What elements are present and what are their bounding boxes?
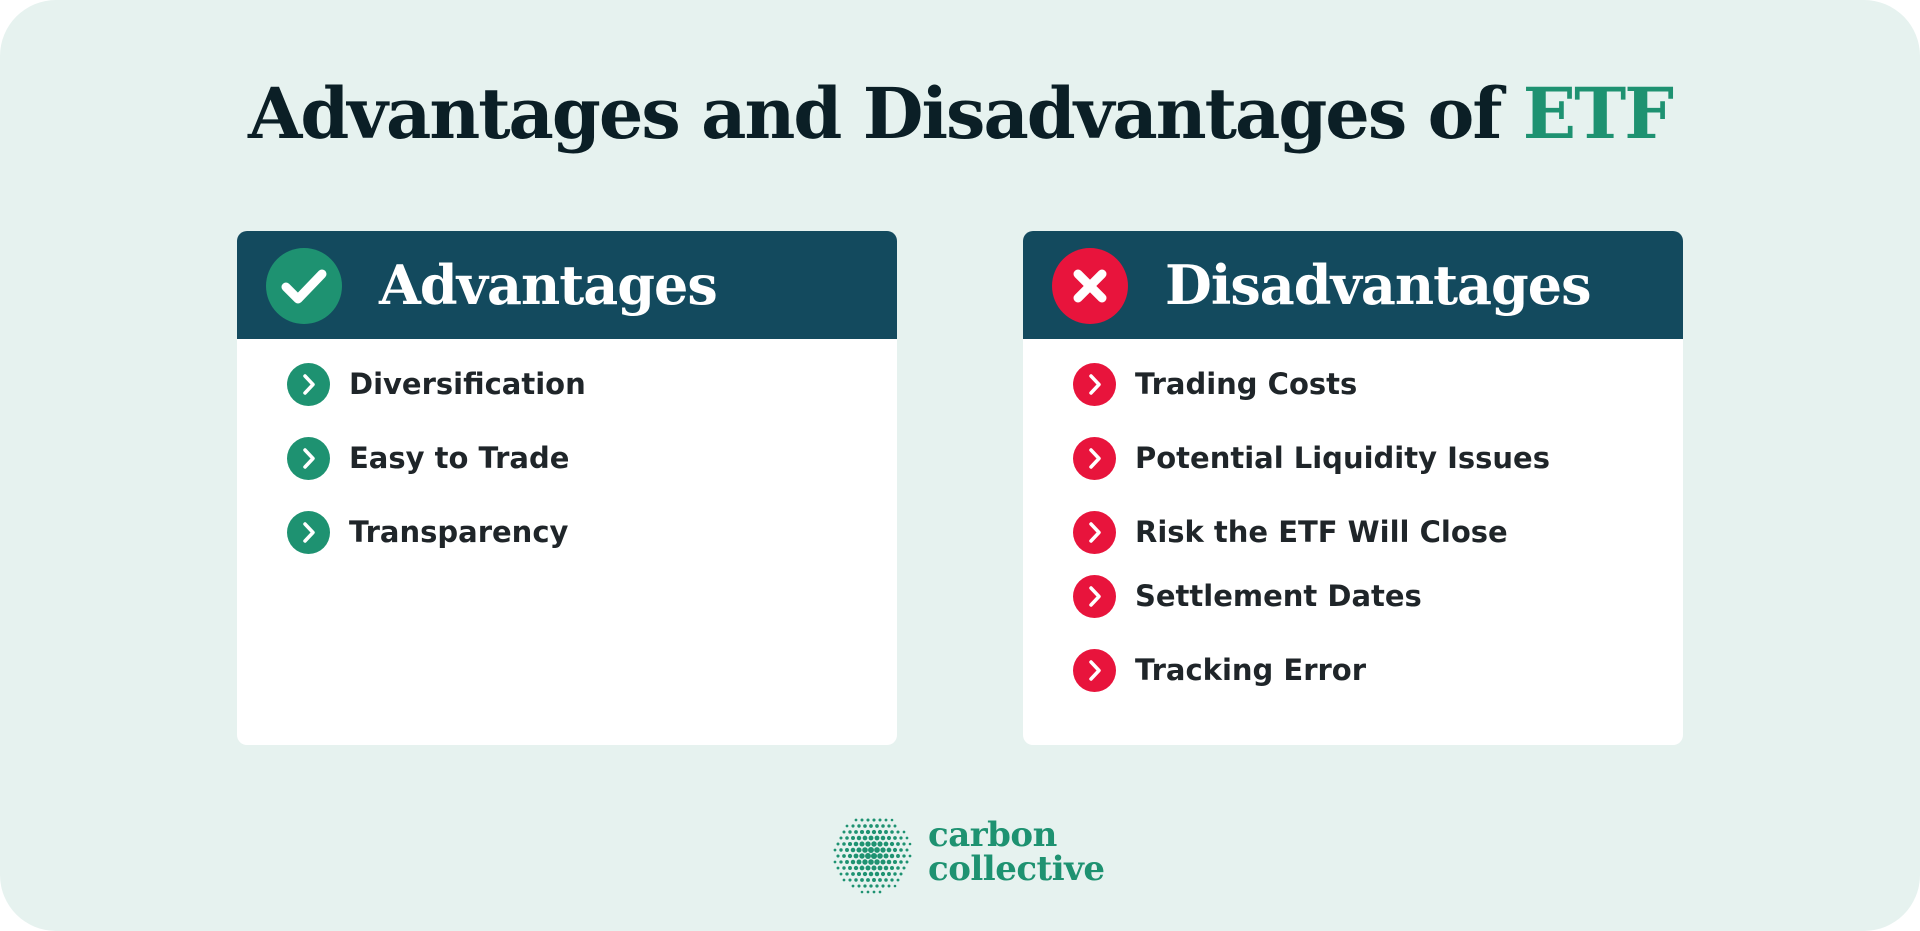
- chevron-right-icon: [1073, 648, 1116, 692]
- list-item-label: Easy to Trade: [349, 441, 570, 475]
- chevron-right-icon: [1073, 510, 1116, 554]
- list-item: Tracking Error: [1073, 648, 1366, 692]
- chevron-right-icon: [287, 436, 330, 480]
- dotted-sphere-icon: [833, 818, 912, 894]
- logo-wordmark: carbon collective: [928, 818, 1105, 886]
- list-item-label: Risk the ETF Will Close: [1135, 515, 1508, 549]
- brand-logo: carbon collective: [830, 812, 1105, 896]
- logo-line-1: carbon: [928, 815, 1057, 855]
- page-title: Advantages and Disadvantages of ETF: [0, 72, 1920, 155]
- list-item: Transparency: [287, 510, 568, 554]
- list-item-label: Tracking Error: [1135, 653, 1367, 687]
- list-item: Settlement Dates: [1073, 574, 1422, 618]
- list-item-label: Diversification: [349, 367, 586, 401]
- list-item-label: Trading Costs: [1135, 367, 1358, 401]
- advantages-header: Advantages: [237, 231, 897, 339]
- list-item: Potential Liquidity Issues: [1073, 436, 1550, 480]
- chevron-right-icon: [287, 362, 330, 406]
- list-item: Diversification: [287, 362, 586, 406]
- advantages-heading: Advantages: [379, 253, 718, 317]
- disadvantages-heading: Disadvantages: [1165, 253, 1592, 317]
- x-mark-icon: [1052, 248, 1128, 324]
- disadvantages-header: Disadvantages: [1023, 231, 1683, 339]
- list-item: Risk the ETF Will Close: [1073, 510, 1508, 554]
- chevron-right-icon: [287, 510, 330, 554]
- checkmark-icon: [266, 248, 342, 324]
- title-main: Advantages and Disadvantages of: [248, 72, 1523, 155]
- list-item: Easy to Trade: [287, 436, 569, 480]
- list-item-label: Potential Liquidity Issues: [1135, 441, 1550, 475]
- logo-line-2: collective: [928, 849, 1105, 889]
- disadvantages-card: Disadvantages Trading Costs Potential Li…: [1023, 231, 1683, 745]
- chevron-right-icon: [1073, 574, 1116, 618]
- list-item: Trading Costs: [1073, 362, 1357, 406]
- advantages-card: Advantages Diversification Easy to Trade…: [237, 231, 897, 745]
- list-item-label: Transparency: [349, 515, 569, 549]
- list-item-label: Settlement Dates: [1135, 579, 1422, 613]
- chevron-right-icon: [1073, 362, 1116, 406]
- title-accent: ETF: [1522, 72, 1674, 155]
- chevron-right-icon: [1073, 436, 1116, 480]
